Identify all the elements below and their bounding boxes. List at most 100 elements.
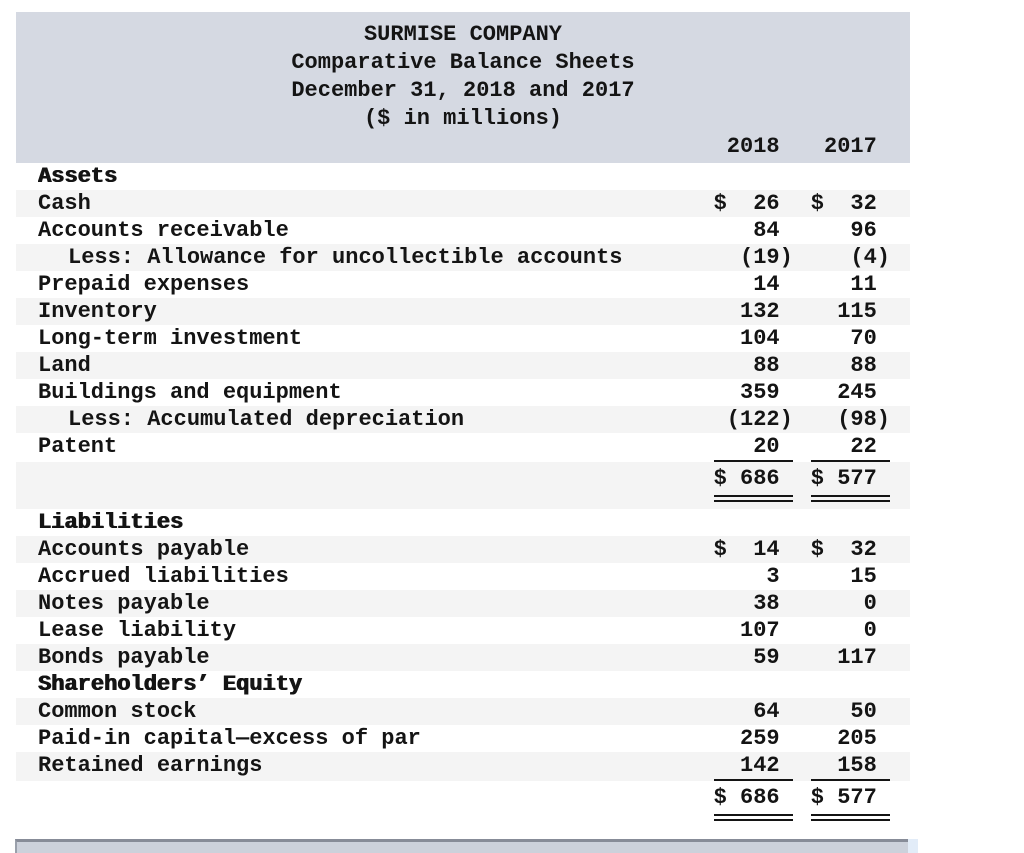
balance-sheet-row: Land 88 88 bbox=[16, 352, 910, 379]
row-label: Retained earnings bbox=[38, 753, 263, 778]
row-label: Cash bbox=[38, 191, 91, 216]
row-value-2018 bbox=[714, 509, 793, 536]
statement-title: Comparative Balance Sheets bbox=[291, 50, 635, 75]
row-value-2018: 14 bbox=[713, 272, 793, 297]
balance-sheet-row: Inventory 132 115 bbox=[16, 298, 910, 325]
row-label: Prepaid expenses bbox=[38, 272, 250, 297]
row-value-2017: 50 bbox=[810, 699, 891, 724]
row-label: Accounts payable bbox=[38, 537, 250, 562]
balance-sheet-row: Buildings and equipment 359 245 bbox=[16, 379, 910, 406]
row-value-2018: $ 686 bbox=[713, 784, 793, 821]
balance-sheet-row: Assets bbox=[16, 163, 910, 190]
balance-sheet-row: Patent 20 22 bbox=[16, 433, 910, 462]
balance-sheet-row: Retained earnings 142 158 bbox=[16, 752, 910, 781]
balance-sheet-row: Notes payable 38 0 bbox=[16, 590, 910, 617]
row-value-2018: (19) bbox=[713, 245, 793, 270]
balance-sheet-row: Accounts payable $ 14 $ 32 bbox=[16, 536, 910, 563]
row-value-2017: 117 bbox=[810, 645, 891, 670]
bottom-panel-edge bbox=[15, 839, 908, 853]
statement-period: December 31, 2018 and 2017 bbox=[291, 78, 635, 103]
row-label: Less: Accumulated depreciation bbox=[68, 407, 465, 432]
bottom-panel-highlight bbox=[908, 839, 918, 853]
balance-sheet-row: Bonds payable 59 117 bbox=[16, 644, 910, 671]
row-label: Accrued liabilities bbox=[38, 564, 289, 589]
row-value-2018: 88 bbox=[713, 353, 793, 378]
row-value-2018: 59 bbox=[713, 645, 793, 670]
row-value-2017: 96 bbox=[810, 218, 891, 243]
row-value-2017: 0 bbox=[810, 591, 891, 616]
balance-sheet-row: Shareholders’ Equity bbox=[16, 671, 910, 698]
balance-sheet-row: Lease liability 107 0 bbox=[16, 617, 910, 644]
row-value-2018: 259 bbox=[713, 726, 793, 751]
row-value-2017: 70 bbox=[810, 326, 891, 351]
row-label: Accounts receivable bbox=[38, 218, 289, 243]
balance-sheet-row: Long-term investment 104 70 bbox=[16, 325, 910, 352]
row-value-2017 bbox=[811, 163, 890, 190]
row-value-2018: 104 bbox=[713, 326, 793, 351]
row-value-2018: 38 bbox=[713, 591, 793, 616]
row-value-2018: $ 686 bbox=[713, 465, 793, 502]
row-value-2017: 158 bbox=[810, 752, 890, 781]
row-value-2017: 88 bbox=[810, 353, 891, 378]
row-label: Buildings and equipment bbox=[38, 380, 342, 405]
balance-sheet-row: Accounts receivable 84 96 bbox=[16, 217, 910, 244]
row-value-2018: $ 26 bbox=[713, 191, 793, 216]
row-value-2017: (98) bbox=[810, 407, 891, 432]
column-header-2018: 2018 bbox=[713, 134, 793, 159]
row-value-2018: 64 bbox=[713, 699, 793, 724]
balance-sheet-row: $ 686 $ 577 bbox=[16, 462, 910, 509]
row-label: Land bbox=[38, 353, 91, 378]
row-label: Common stock bbox=[38, 699, 197, 724]
row-label: Liabilities bbox=[38, 510, 184, 535]
balance-sheet-row: Cash $ 26 $ 32 bbox=[16, 190, 910, 217]
balance-sheet-row: $ 686 $ 577 bbox=[16, 781, 910, 828]
row-label: Shareholders’ Equity bbox=[38, 672, 303, 697]
row-value-2017: 205 bbox=[810, 726, 891, 751]
row-value-2018: $ 14 bbox=[713, 537, 793, 562]
row-label: Long-term investment bbox=[38, 326, 303, 351]
row-value-2017: 0 bbox=[810, 618, 891, 643]
row-label: Lease liability bbox=[38, 618, 237, 643]
row-value-2018 bbox=[714, 671, 793, 698]
row-label: Assets bbox=[38, 164, 118, 189]
row-value-2018: (122) bbox=[713, 407, 793, 432]
row-value-2017: $ 32 bbox=[810, 537, 891, 562]
row-value-2018: 84 bbox=[713, 218, 793, 243]
balance-sheet-rows: Assets Cash $ 26 $ 32 Accounts receivabl… bbox=[16, 163, 910, 828]
row-value-2017: $ 577 bbox=[810, 465, 890, 502]
balance-sheet-row: Accrued liabilities 3 15 bbox=[16, 563, 910, 590]
row-value-2017: (4) bbox=[810, 245, 891, 270]
row-value-2017 bbox=[811, 671, 890, 698]
row-value-2017: $ 32 bbox=[810, 191, 891, 216]
row-label: Patent bbox=[38, 434, 118, 459]
row-value-2017: 22 bbox=[810, 433, 890, 462]
row-label: Notes payable bbox=[38, 591, 210, 616]
balance-sheet-row: Paid-in capital—excess of par 259 205 bbox=[16, 725, 910, 752]
company-name: SURMISE COMPANY bbox=[363, 22, 563, 47]
balance-sheet-row: Less: Accumulated depreciation (122) (98… bbox=[16, 406, 910, 433]
row-value-2017: 11 bbox=[810, 272, 891, 297]
row-value-2018: 132 bbox=[713, 299, 793, 324]
row-value-2017: 15 bbox=[810, 564, 891, 589]
statement-units: ($ in millions) bbox=[363, 106, 563, 131]
balance-sheet-row: Liabilities bbox=[16, 509, 910, 536]
row-value-2018: 359 bbox=[713, 380, 793, 405]
balance-sheet: SURMISE COMPANY Comparative Balance Shee… bbox=[16, 12, 910, 828]
balance-sheet-row: Prepaid expenses 14 11 bbox=[16, 271, 910, 298]
row-label: Bonds payable bbox=[38, 645, 210, 670]
row-value-2017: 115 bbox=[810, 299, 891, 324]
row-value-2017: $ 577 bbox=[810, 784, 890, 821]
row-value-2018: 142 bbox=[713, 752, 793, 781]
balance-sheet-row: Common stock 64 50 bbox=[16, 698, 910, 725]
row-value-2018: 20 bbox=[713, 433, 793, 462]
row-value-2018: 107 bbox=[713, 618, 793, 643]
row-value-2017: 245 bbox=[810, 380, 891, 405]
row-label: Paid-in capital—excess of par bbox=[38, 726, 421, 751]
column-headers: 2018 2017 bbox=[16, 133, 910, 163]
row-value-2018 bbox=[714, 163, 793, 190]
column-header-2017: 2017 bbox=[810, 134, 891, 159]
row-label: Inventory bbox=[38, 299, 157, 324]
balance-sheet-row: Less: Allowance for uncollectible accoun… bbox=[16, 244, 910, 271]
statement-header: SURMISE COMPANY Comparative Balance Shee… bbox=[16, 12, 910, 163]
row-label: Less: Allowance for uncollectible accoun… bbox=[68, 245, 623, 270]
